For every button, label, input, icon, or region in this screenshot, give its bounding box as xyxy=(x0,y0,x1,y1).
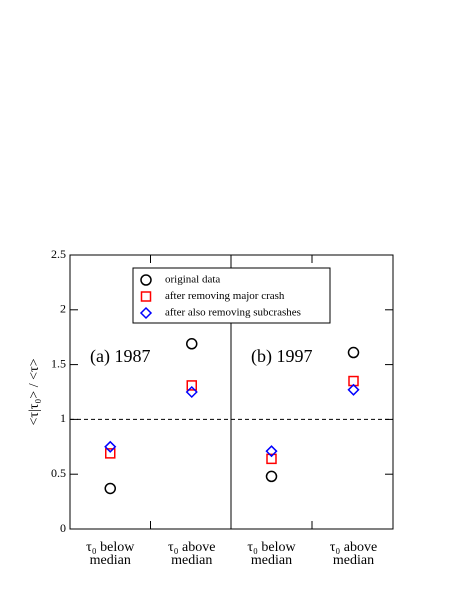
legend-box xyxy=(132,267,331,324)
y-tick-label: 1 xyxy=(60,411,66,425)
point xyxy=(347,346,360,359)
y-tick-label: 0.5 xyxy=(51,466,66,480)
panel-title: (b) 1997 xyxy=(251,346,313,367)
point xyxy=(347,383,360,396)
y-tick-label: 2 xyxy=(60,302,66,316)
legend-marker xyxy=(140,274,152,286)
x-tick-label: τ₀ above median xyxy=(168,540,215,568)
y-axis-label: <τ|τ₀> / <τ> xyxy=(27,358,42,425)
legend-label: original data xyxy=(165,274,220,286)
point xyxy=(266,453,277,465)
point xyxy=(104,440,117,453)
legend-label: after removing major crash xyxy=(165,290,285,302)
y-tick-label: 1.5 xyxy=(51,356,66,370)
x-tick-label: τ₀ below median xyxy=(247,540,296,568)
point xyxy=(186,380,197,391)
point xyxy=(265,445,278,458)
point xyxy=(105,448,116,459)
x-tick-label: τ₀ below median xyxy=(86,540,135,568)
legend-marker xyxy=(139,306,153,320)
point xyxy=(185,385,198,399)
legend-label: after also removing subcrashes xyxy=(165,307,301,319)
point xyxy=(104,482,116,495)
y-tick-label: 0 xyxy=(60,521,66,535)
point xyxy=(186,338,198,350)
legend-marker xyxy=(140,291,152,302)
panel-title: (a) 1987 xyxy=(90,346,150,367)
point xyxy=(265,470,278,483)
y-tick-label: 2.5 xyxy=(51,247,66,261)
x-tick-label: τ₀ above median xyxy=(330,540,377,568)
